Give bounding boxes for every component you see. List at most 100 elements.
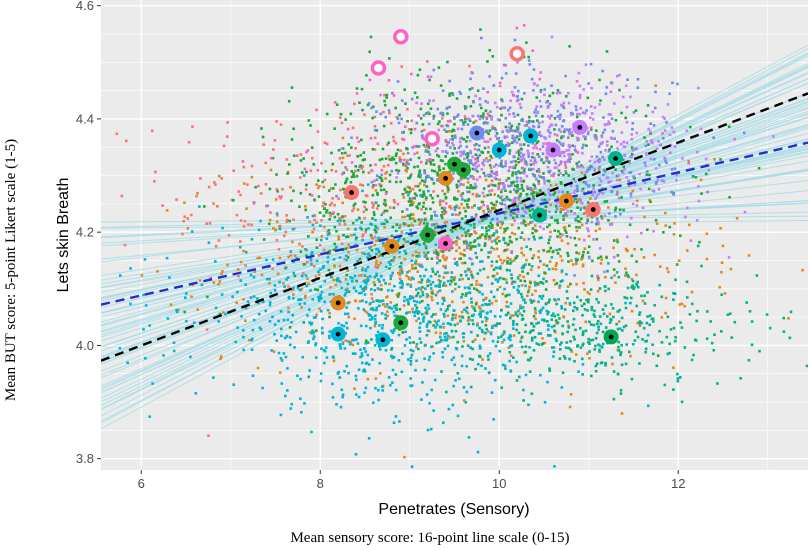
scatter-point-group-purple [576,165,580,169]
scatter-point-group-green [511,174,514,177]
scatter-point-group-green [520,97,524,101]
scatter-point-group-green [578,226,581,229]
scatter-point-group-orange [664,211,667,215]
scatter-point-group-blue [564,74,567,78]
scatter-point-group-cyan [366,353,370,357]
scatter-point-group-green [599,99,602,102]
scatter-point-group-orange [236,268,240,271]
scatter-point-group-green [451,152,455,155]
scatter-point-group-green [417,172,421,176]
scatter-point-group-red [309,169,313,173]
scatter-point-group-orange [484,319,488,323]
scatter-point-group-orange [534,317,537,321]
scatter-point-group-cyan [480,364,483,368]
scatter-point-group-green [402,222,406,225]
scatter-point-group-cyan [368,275,372,278]
scatter-point-group-green [558,248,561,251]
scatter-point-group-green [468,119,472,123]
scatter-point-group-cyan [492,418,495,421]
scatter-point-group-purple [567,148,571,152]
scatter-point-group-green [580,164,583,167]
scatter-point-group-orange [551,267,555,271]
scatter-point-group-cyan [426,428,430,432]
scatter-point-group-green [473,204,476,207]
scatter-point-group-pink [517,210,520,213]
scatter-point-group-orange [509,314,513,317]
scatter-point-group-green [460,217,464,220]
scatter-point-group-green [517,138,521,141]
scatter-point-group-cyan [309,257,313,261]
scatter-point-group-green [489,221,493,225]
scatter-point-group-cyan [338,256,342,259]
scatter-point-group-blue [595,155,599,158]
scatter-point-group-cyan [505,313,509,316]
scatter-point-group-orange [680,302,684,306]
scatter-point-group-blue [446,151,449,155]
scatter-point-group-cyan [376,287,380,290]
scatter-point-group-blue [527,121,530,125]
scatter-point-group-orange [385,296,388,299]
scatter-point-group-red [239,219,243,222]
scatter-point-group-blue [507,169,511,173]
scatter-point-group-purple [536,110,540,114]
scatter-point-group-purple [475,178,479,181]
scatter-point-group-green [325,209,329,212]
scatter-point-group-green [366,341,370,344]
scatter-point-group-cyan [347,340,350,343]
scatter-point-group-pink [470,71,473,74]
scatter-point-group-cyan [309,323,313,326]
scatter-point-group-red [242,225,246,228]
scatter-point-group-teal [612,370,616,373]
scatter-point-group-teal [674,278,677,282]
scatter-point-group-purple [590,112,594,115]
scatter-point-group-red [225,135,229,138]
scatter-point-group-orange [673,222,676,225]
scatter-point-group-cyan [428,355,432,359]
scatter-point-group-green [268,222,271,226]
scatter-point-group-green [476,170,479,173]
scatter-point-group-green [355,87,359,90]
scatter-point-group-cyan [369,307,373,311]
scatter-point-group-teal [454,329,458,333]
scatter-point-group-green [728,195,731,199]
scatter-point-group-green [429,194,433,197]
scatter-point-group-red [291,288,295,291]
scatter-point-group-teal [646,291,649,294]
scatter-point-group-cyan [403,295,407,299]
scatter-point-group-teal [631,284,634,287]
scatter-point-group-green [337,148,341,152]
scatter-point-group-red [424,145,427,148]
scatter-point-group-teal [561,332,564,335]
scatter-point-group-blue [562,106,566,110]
scatter-point-group-cyan [534,283,537,287]
scatter-point-group-orange [401,215,404,219]
scatter-point-group-orange [616,238,619,242]
scatter-point-group-purple [628,161,632,165]
scatter-point-group-cyan [259,328,263,331]
scatter-point-group-cyan [207,241,211,244]
scatter-point-group-green [583,206,586,210]
scatter-point-group-cyan [271,258,275,261]
scatter-point-group-cyan [484,331,487,335]
scatter-point-group-blue [611,129,615,133]
scatter-point-group-blue [436,147,439,150]
scatter-point-group-teal [750,320,754,323]
scatter-point-group-purple [547,141,550,145]
scatter-point-group-blue [530,120,533,123]
scatter-point-group-teal [508,351,512,354]
scatter-point-group-blue [466,123,470,126]
scatter-point-group-teal [556,321,560,325]
scatter-point-group-red [250,223,253,227]
scatter-point-group-green [359,153,363,157]
scatter-point-group-cyan [476,324,479,327]
scatter-point-group-blue [586,132,590,136]
scatter-point-group-cyan [279,310,283,313]
scatter-point-group-green [356,168,360,172]
scatter-point-group-green [346,235,350,238]
scatter-point-group-cyan [543,400,547,404]
scatter-point-group-purple [532,125,536,129]
scatter-point-group-teal [631,279,635,283]
scatter-point-group-green [509,190,512,194]
scatter-point-group-orange [607,206,610,209]
scatter-point-group-cyan [432,352,435,355]
